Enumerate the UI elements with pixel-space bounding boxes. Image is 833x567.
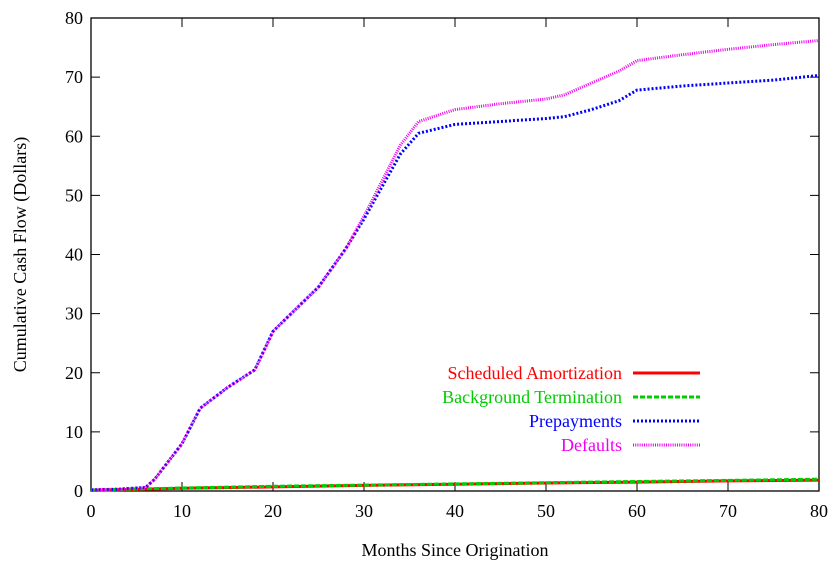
y-tick-label: 50 (65, 185, 83, 205)
legend-label: Scheduled Amortization (448, 363, 622, 383)
y-axis: 0 10 20 30 40 50 60 70 80 (65, 8, 819, 501)
legend-label: Background Termination (442, 387, 622, 407)
x-tick-label: 30 (355, 501, 373, 521)
series-line-background-termination (90, 477, 820, 492)
series-line-defaults (90, 39, 820, 492)
x-tick-label: 40 (446, 501, 464, 521)
y-tick-label: 70 (65, 67, 83, 87)
x-tick-label: 60 (628, 501, 646, 521)
series-line-prepayments (90, 73, 820, 492)
legend-label: Prepayments (529, 411, 622, 431)
y-axis-title: Cumulative Cash Flow (Dollars) (10, 137, 31, 372)
y-tick-label: 30 (65, 304, 83, 324)
x-axis-title: Months Since Origination (362, 540, 549, 560)
plot-frame (90, 17, 820, 492)
x-axis: 0 10 20 30 40 50 60 70 80 (87, 18, 828, 521)
x-tick-label: 20 (264, 501, 282, 521)
y-tick-label: 0 (74, 481, 83, 501)
legend-label: Defaults (561, 435, 622, 455)
y-tick-label: 80 (65, 8, 83, 28)
x-tick-label: 70 (719, 501, 737, 521)
y-tick-label: 20 (65, 363, 83, 383)
x-tick-label: 50 (537, 501, 555, 521)
x-tick-label: 10 (173, 501, 191, 521)
x-tick-label: 80 (810, 501, 828, 521)
y-tick-label: 40 (65, 245, 83, 265)
legend: Scheduled Amortization Background Termina… (442, 363, 700, 455)
x-tick-label: 0 (87, 501, 96, 521)
y-tick-label: 60 (65, 126, 83, 146)
series-lines (90, 39, 820, 492)
y-tick-label: 10 (65, 422, 83, 442)
